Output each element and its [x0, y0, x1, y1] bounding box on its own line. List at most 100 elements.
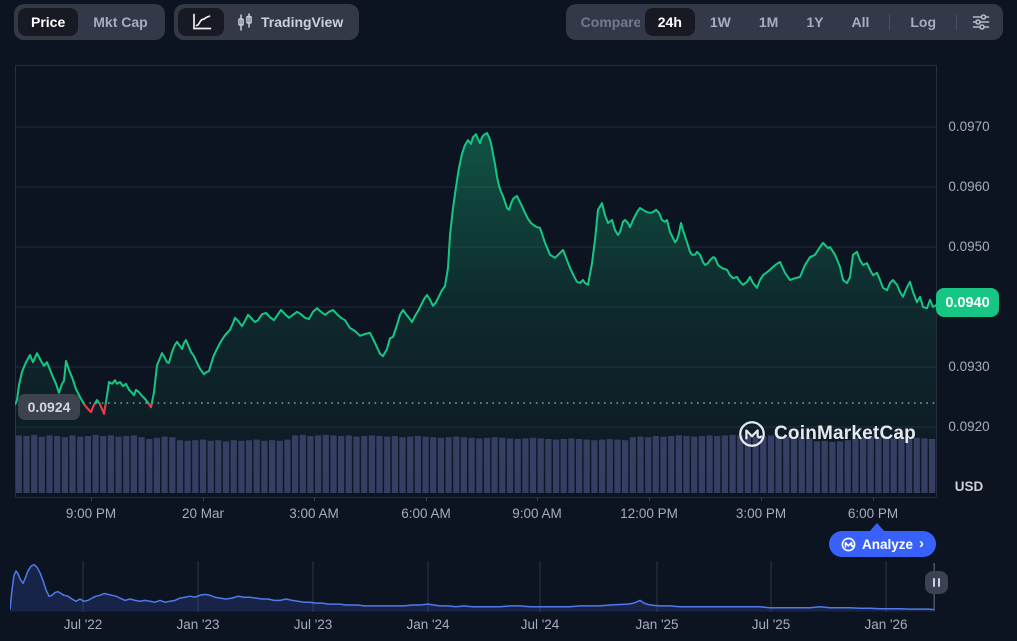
volume-bar	[652, 436, 659, 493]
x-axis-label: 9:00 PM	[65, 506, 117, 521]
volume-bar	[230, 440, 237, 493]
volume-bar	[207, 440, 214, 493]
volume-bar	[675, 435, 682, 493]
volume-bar	[468, 437, 475, 493]
minimap-label: Jul '22	[63, 617, 103, 632]
chart-frame-bottom	[15, 497, 936, 498]
tab-mkt-cap[interactable]: Mkt Cap	[80, 8, 160, 36]
y-axis-label: 0.0950	[948, 239, 990, 254]
volume-bar	[46, 435, 53, 493]
range-1w[interactable]: 1W	[697, 8, 744, 36]
analyze-button[interactable]: Analyze ›	[829, 531, 936, 557]
volume-bar	[714, 436, 721, 493]
x-tick	[426, 497, 427, 501]
volume-bar	[38, 436, 45, 493]
volume-bar	[698, 436, 705, 493]
volume-bar	[407, 436, 414, 493]
volume-bar	[169, 437, 176, 493]
volume-bar	[522, 438, 529, 493]
volume-bar	[54, 436, 61, 493]
volume-bar	[115, 436, 122, 493]
volume-bar	[222, 441, 230, 493]
volume-bar	[729, 434, 736, 493]
range-1y[interactable]: 1Y	[793, 8, 836, 36]
volume-bar	[744, 436, 751, 493]
volume-bar	[606, 439, 613, 493]
range-1m[interactable]: 1M	[746, 8, 791, 36]
range-24h[interactable]: 24h	[644, 8, 695, 36]
tradingview-label: TradingView	[261, 14, 344, 30]
volume-bar	[414, 436, 421, 493]
volume-bar	[483, 437, 491, 493]
coinmarketcap-logo-icon	[841, 537, 856, 551]
volume-bar	[706, 435, 713, 493]
chart-settings-button[interactable]	[964, 8, 998, 36]
volume-bar	[453, 436, 460, 493]
volume-bar	[691, 436, 698, 493]
compare-label: Compare	[580, 14, 642, 30]
volume-bar	[15, 435, 22, 493]
line-chart-button[interactable]	[178, 8, 224, 36]
log-toggle[interactable]: Log	[897, 8, 949, 36]
chart-frame-right	[936, 65, 937, 497]
volume-bar	[545, 439, 552, 493]
y-axis-label: 0.0930	[948, 359, 990, 374]
volume-bar	[506, 438, 514, 493]
volume-bar	[422, 436, 429, 493]
sliders-icon	[972, 14, 990, 30]
analyze-label: Analyze	[861, 536, 914, 552]
volume-bar	[645, 437, 652, 493]
chevron-right-icon: ›	[919, 535, 925, 552]
volume-bar	[107, 435, 114, 493]
minimap-label: Jul '23	[293, 617, 333, 632]
volume-bar	[476, 438, 483, 493]
volume-bar	[867, 436, 874, 493]
brush-handle[interactable]	[925, 571, 948, 594]
history-minimap-canvas[interactable]	[10, 561, 935, 612]
tab-price[interactable]: Price	[18, 8, 79, 36]
x-axis-label: 3:00 PM	[735, 506, 787, 521]
volume-bar	[261, 440, 268, 493]
x-tick	[537, 497, 538, 501]
volume-bar	[338, 436, 345, 493]
volume-bar	[368, 435, 375, 493]
volume-bar	[123, 436, 130, 493]
volume-bar	[460, 437, 467, 493]
volume-bar	[353, 436, 360, 493]
volume-bar	[430, 437, 437, 493]
volume-bar	[760, 436, 767, 493]
volume-bar	[836, 441, 844, 493]
volume-bar	[898, 437, 905, 493]
volume-bar	[629, 437, 636, 493]
volume-bar	[852, 437, 859, 493]
x-tick	[91, 497, 92, 501]
volume-bar	[737, 435, 744, 493]
tradingview-button[interactable]: TradingView	[226, 8, 347, 36]
price-chart-canvas[interactable]	[15, 65, 936, 497]
range-all[interactable]: All	[838, 8, 882, 36]
x-axis-label: 20 Mar	[181, 506, 225, 521]
volume-bar	[491, 437, 498, 493]
volume-bar	[844, 440, 851, 493]
volume-bar	[875, 437, 882, 493]
volume-bar	[790, 437, 798, 493]
volume-bar	[752, 436, 759, 493]
volume-bar	[184, 440, 191, 493]
volume-bar	[721, 435, 728, 493]
range-toggle-group: 24h 1W 1M 1Y All Log	[639, 4, 1003, 40]
volume-bar	[315, 435, 322, 493]
volume-bar	[130, 435, 137, 493]
volume-bar	[560, 439, 567, 493]
volume-bar	[553, 439, 560, 493]
volume-bar	[253, 439, 260, 493]
watermark-label: CoinMarketCap	[774, 423, 916, 444]
x-tick	[649, 497, 650, 501]
volume-bar	[929, 439, 936, 493]
coinmarketcap-logo-icon	[739, 421, 765, 447]
volume-bar	[906, 437, 913, 493]
volume-bar	[591, 440, 598, 493]
volume-bar	[23, 436, 30, 493]
volume-bar	[813, 441, 821, 493]
volume-bar	[146, 439, 153, 493]
